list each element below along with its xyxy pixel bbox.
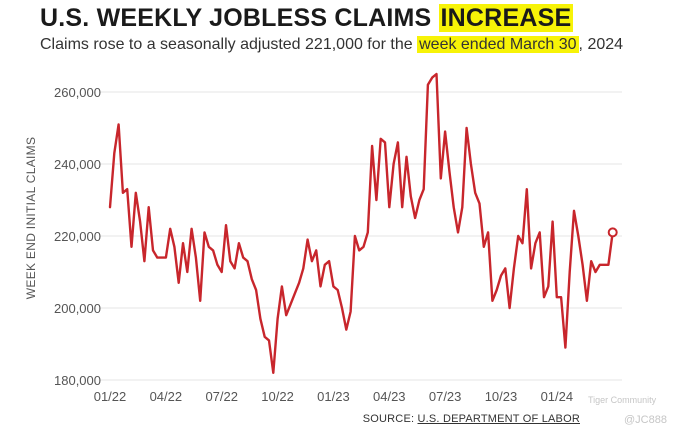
- x-tick-label: 01/22: [94, 389, 127, 404]
- y-axis-label: WEEK END INITIAL CLAIMS: [24, 137, 38, 299]
- y-tick-label: 240,000: [54, 157, 101, 172]
- watermark-brand: Tiger Community: [588, 395, 657, 405]
- title-highlight: INCREASE: [438, 4, 574, 32]
- y-tick-label: 260,000: [54, 85, 101, 100]
- x-tick-label: 07/22: [205, 389, 238, 404]
- y-tick-label: 220,000: [54, 229, 101, 244]
- source-link[interactable]: U.S. DEPARTMENT OF LABOR: [417, 413, 580, 425]
- source-note: SOURCE: U.S. DEPARTMENT OF LABOR: [362, 413, 580, 425]
- y-tick-label: 180,000: [54, 373, 101, 388]
- x-tick-label: 10/23: [485, 389, 518, 404]
- x-axis-ticks: 01/22 04/22 07/22 10/22 01/23 04/23 07/23 10/23…: [94, 389, 573, 404]
- grid-lines: [100, 91, 622, 381]
- watermark-handle: @JC888: [624, 414, 667, 426]
- x-tick-label: 07/23: [429, 389, 462, 404]
- x-tick-label: 01/23: [317, 389, 350, 404]
- latest-point-marker: [607, 227, 618, 238]
- subtitle-highlight: week ended March 30: [417, 36, 579, 53]
- series-layer: [108, 72, 618, 374]
- x-tick-label: 04/22: [150, 389, 183, 404]
- claims-line: [108, 72, 614, 374]
- x-tick-label: 10/22: [261, 389, 294, 404]
- x-tick-label: 01/24: [541, 389, 574, 404]
- chart-title: U.S. WEEKLY JOBLESS CLAIMS INCREASE: [40, 4, 574, 32]
- x-tick-label: 04/23: [373, 389, 406, 404]
- y-axis-ticks: 180,000 200,000 220,000 240,000 260,000: [54, 85, 101, 388]
- y-tick-label: 200,000: [54, 301, 101, 316]
- chart-subtitle: Claims rose to a seasonally adjusted 221…: [40, 36, 624, 53]
